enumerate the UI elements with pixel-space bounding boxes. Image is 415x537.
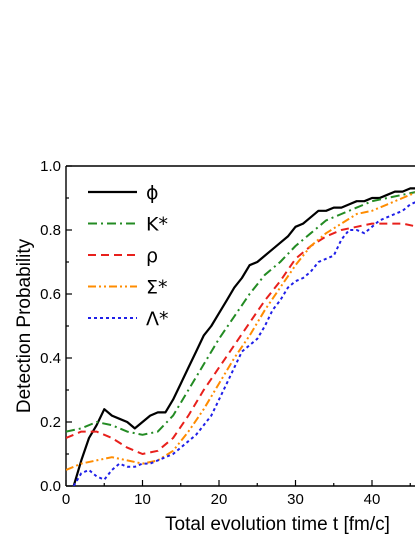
- y-tick-label: 1.0: [40, 158, 61, 175]
- y-tick-labels: 0.0 0.2 0.4 0.6 0.8 1.0: [40, 158, 61, 495]
- legend-label: ρ: [146, 245, 158, 267]
- x-tick-label: 20: [211, 491, 228, 508]
- axis-ticks: [65, 165, 411, 487]
- y-tick-label: 0.6: [40, 286, 61, 303]
- y-tick-label: 0.4: [40, 350, 61, 367]
- series-group: [66, 187, 415, 486]
- x-tick-labels: 0 10 20 30 40: [62, 491, 381, 508]
- y-axis-title: Detection Probability: [14, 238, 35, 413]
- legend-label: K*: [146, 214, 168, 236]
- x-axis-title: Total evolution time t [fm/c]: [165, 514, 390, 535]
- x-tick-label: 10: [134, 491, 151, 508]
- y-tick-label: 0.8: [40, 222, 61, 239]
- series-line: [72, 187, 415, 486]
- x-tick-label: 0: [62, 491, 70, 508]
- x-tick-label: 30: [287, 491, 304, 508]
- y-tick-label: 0.2: [40, 414, 61, 431]
- y-tick-label: 0.0: [40, 478, 61, 495]
- legend-label: Σ*: [146, 277, 168, 299]
- series-line: [66, 191, 415, 471]
- x-tick-label: 40: [364, 491, 381, 508]
- legend-label: ϕ: [146, 182, 159, 204]
- legend: ϕ K* ρ Σ* Λ*: [88, 182, 169, 330]
- series-line: [66, 191, 415, 436]
- plot-area: [65, 165, 415, 487]
- legend-label: Λ*: [146, 308, 169, 330]
- series-line: [72, 201, 415, 486]
- series-line: [66, 222, 415, 455]
